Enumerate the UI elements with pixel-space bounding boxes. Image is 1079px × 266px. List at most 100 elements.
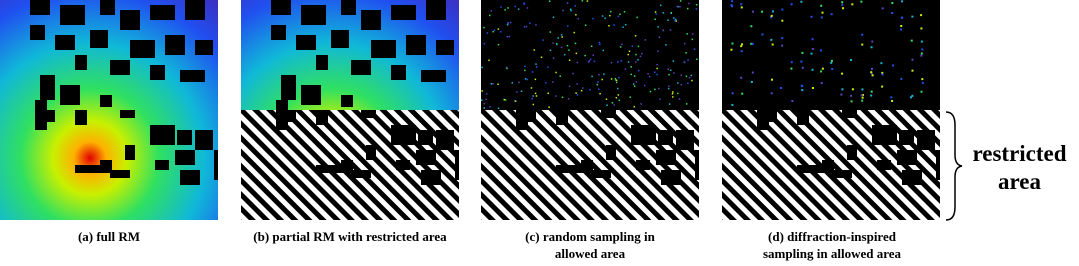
sample-dot bbox=[547, 66, 549, 68]
sample-dot bbox=[531, 71, 534, 73]
sample-dot bbox=[657, 50, 659, 52]
panel-a-image bbox=[0, 0, 218, 220]
sample-dot bbox=[488, 59, 490, 62]
sample-dot bbox=[655, 13, 657, 15]
sample-dot bbox=[610, 10, 612, 13]
sample-dot bbox=[601, 78, 603, 81]
sample-dot bbox=[506, 36, 509, 38]
sample-dot bbox=[601, 15, 604, 17]
sample-dot bbox=[658, 87, 660, 90]
sample-dot bbox=[750, 25, 753, 28]
sample-dot bbox=[606, 104, 608, 106]
sample-dot bbox=[830, 13, 833, 16]
sample-dot bbox=[573, 31, 576, 34]
sample-dot bbox=[791, 99, 794, 102]
sample-dot bbox=[629, 96, 632, 98]
caption: (b) partial RM with restricted area bbox=[253, 229, 447, 244]
sample-dot bbox=[654, 71, 656, 73]
sample-dot bbox=[643, 84, 646, 87]
sample-dot bbox=[509, 21, 512, 24]
sample-dot bbox=[617, 15, 620, 18]
sample-dot bbox=[821, 11, 824, 14]
sample-dot bbox=[603, 73, 605, 75]
sample-dot bbox=[507, 22, 509, 25]
sample-dot bbox=[619, 46, 622, 48]
sample-dot bbox=[533, 49, 536, 51]
sample-dot bbox=[680, 83, 683, 86]
sample-dot bbox=[481, 66, 483, 69]
sample-dot bbox=[891, 11, 894, 14]
sample-dot bbox=[871, 40, 874, 43]
sample-dot bbox=[801, 89, 804, 92]
sample-dot bbox=[911, 94, 914, 97]
sample-dot bbox=[566, 44, 569, 47]
sample-dot bbox=[615, 79, 618, 82]
sample-dot bbox=[841, 1, 844, 4]
sample-dot bbox=[572, 72, 574, 75]
sample-dot bbox=[569, 8, 572, 11]
sample-dot bbox=[582, 87, 584, 89]
sample-dot bbox=[850, 94, 853, 97]
sample-dot bbox=[675, 20, 677, 22]
sample-dot bbox=[584, 24, 587, 26]
sample-dot bbox=[790, 3, 793, 6]
sample-dot bbox=[610, 78, 613, 80]
sample-dot bbox=[900, 24, 903, 27]
sample-dot bbox=[830, 61, 833, 64]
sample-dot bbox=[637, 45, 640, 48]
sample-dot bbox=[761, 10, 764, 13]
sample-dot bbox=[559, 75, 561, 77]
sample-dot bbox=[672, 60, 675, 62]
sample-dot bbox=[688, 2, 690, 5]
sample-dot bbox=[669, 69, 672, 72]
sample-dot bbox=[921, 48, 924, 51]
sample-dot bbox=[627, 53, 629, 56]
sample-dot bbox=[535, 66, 538, 68]
sample-dot bbox=[881, 71, 884, 74]
sample-dot bbox=[741, 92, 744, 95]
sample-dot bbox=[627, 61, 630, 63]
sample-dot bbox=[486, 32, 489, 34]
sample-dot bbox=[506, 23, 509, 26]
sample-dot bbox=[831, 68, 834, 71]
sample-dot bbox=[552, 16, 555, 18]
sample-dot bbox=[552, 81, 554, 83]
sample-dot bbox=[526, 7, 529, 9]
sample-dot bbox=[499, 31, 502, 33]
sample-dot bbox=[524, 78, 527, 80]
sample-dot bbox=[695, 4, 698, 6]
sample-dot bbox=[597, 81, 599, 83]
caption: (c) random sampling in allowed area bbox=[525, 229, 655, 261]
sample-dot bbox=[604, 17, 606, 19]
sample-dot bbox=[751, 42, 754, 45]
sample-dot bbox=[568, 85, 571, 88]
sample-dot bbox=[881, 7, 884, 10]
restricted-area-label: restricted area bbox=[972, 141, 1067, 194]
sample-dot bbox=[662, 12, 665, 14]
sample-dot bbox=[850, 100, 853, 103]
sample-dot bbox=[667, 87, 670, 90]
sample-dot bbox=[557, 37, 560, 39]
sample-dot bbox=[687, 7, 689, 10]
sample-dot bbox=[530, 87, 533, 89]
sample-dot bbox=[592, 17, 594, 20]
sample-dot bbox=[532, 103, 535, 106]
sample-dot bbox=[574, 5, 576, 7]
sample-dot bbox=[575, 52, 578, 55]
sample-dot bbox=[691, 79, 693, 82]
sample-dot bbox=[658, 36, 661, 39]
sample-dot bbox=[493, 29, 496, 32]
sample-dot bbox=[555, 95, 557, 97]
panel-d-image bbox=[722, 0, 940, 220]
sample-dot bbox=[532, 95, 534, 97]
sample-dot bbox=[901, 16, 904, 19]
sample-dot bbox=[811, 68, 814, 71]
sample-dot bbox=[548, 106, 550, 108]
sample-dot bbox=[656, 73, 658, 76]
sample-dot bbox=[568, 59, 571, 61]
sample-dot bbox=[668, 103, 671, 105]
sample-dot bbox=[622, 26, 624, 28]
sample-dot bbox=[599, 43, 601, 46]
sample-dot bbox=[526, 78, 528, 81]
sample-dot bbox=[511, 82, 513, 84]
